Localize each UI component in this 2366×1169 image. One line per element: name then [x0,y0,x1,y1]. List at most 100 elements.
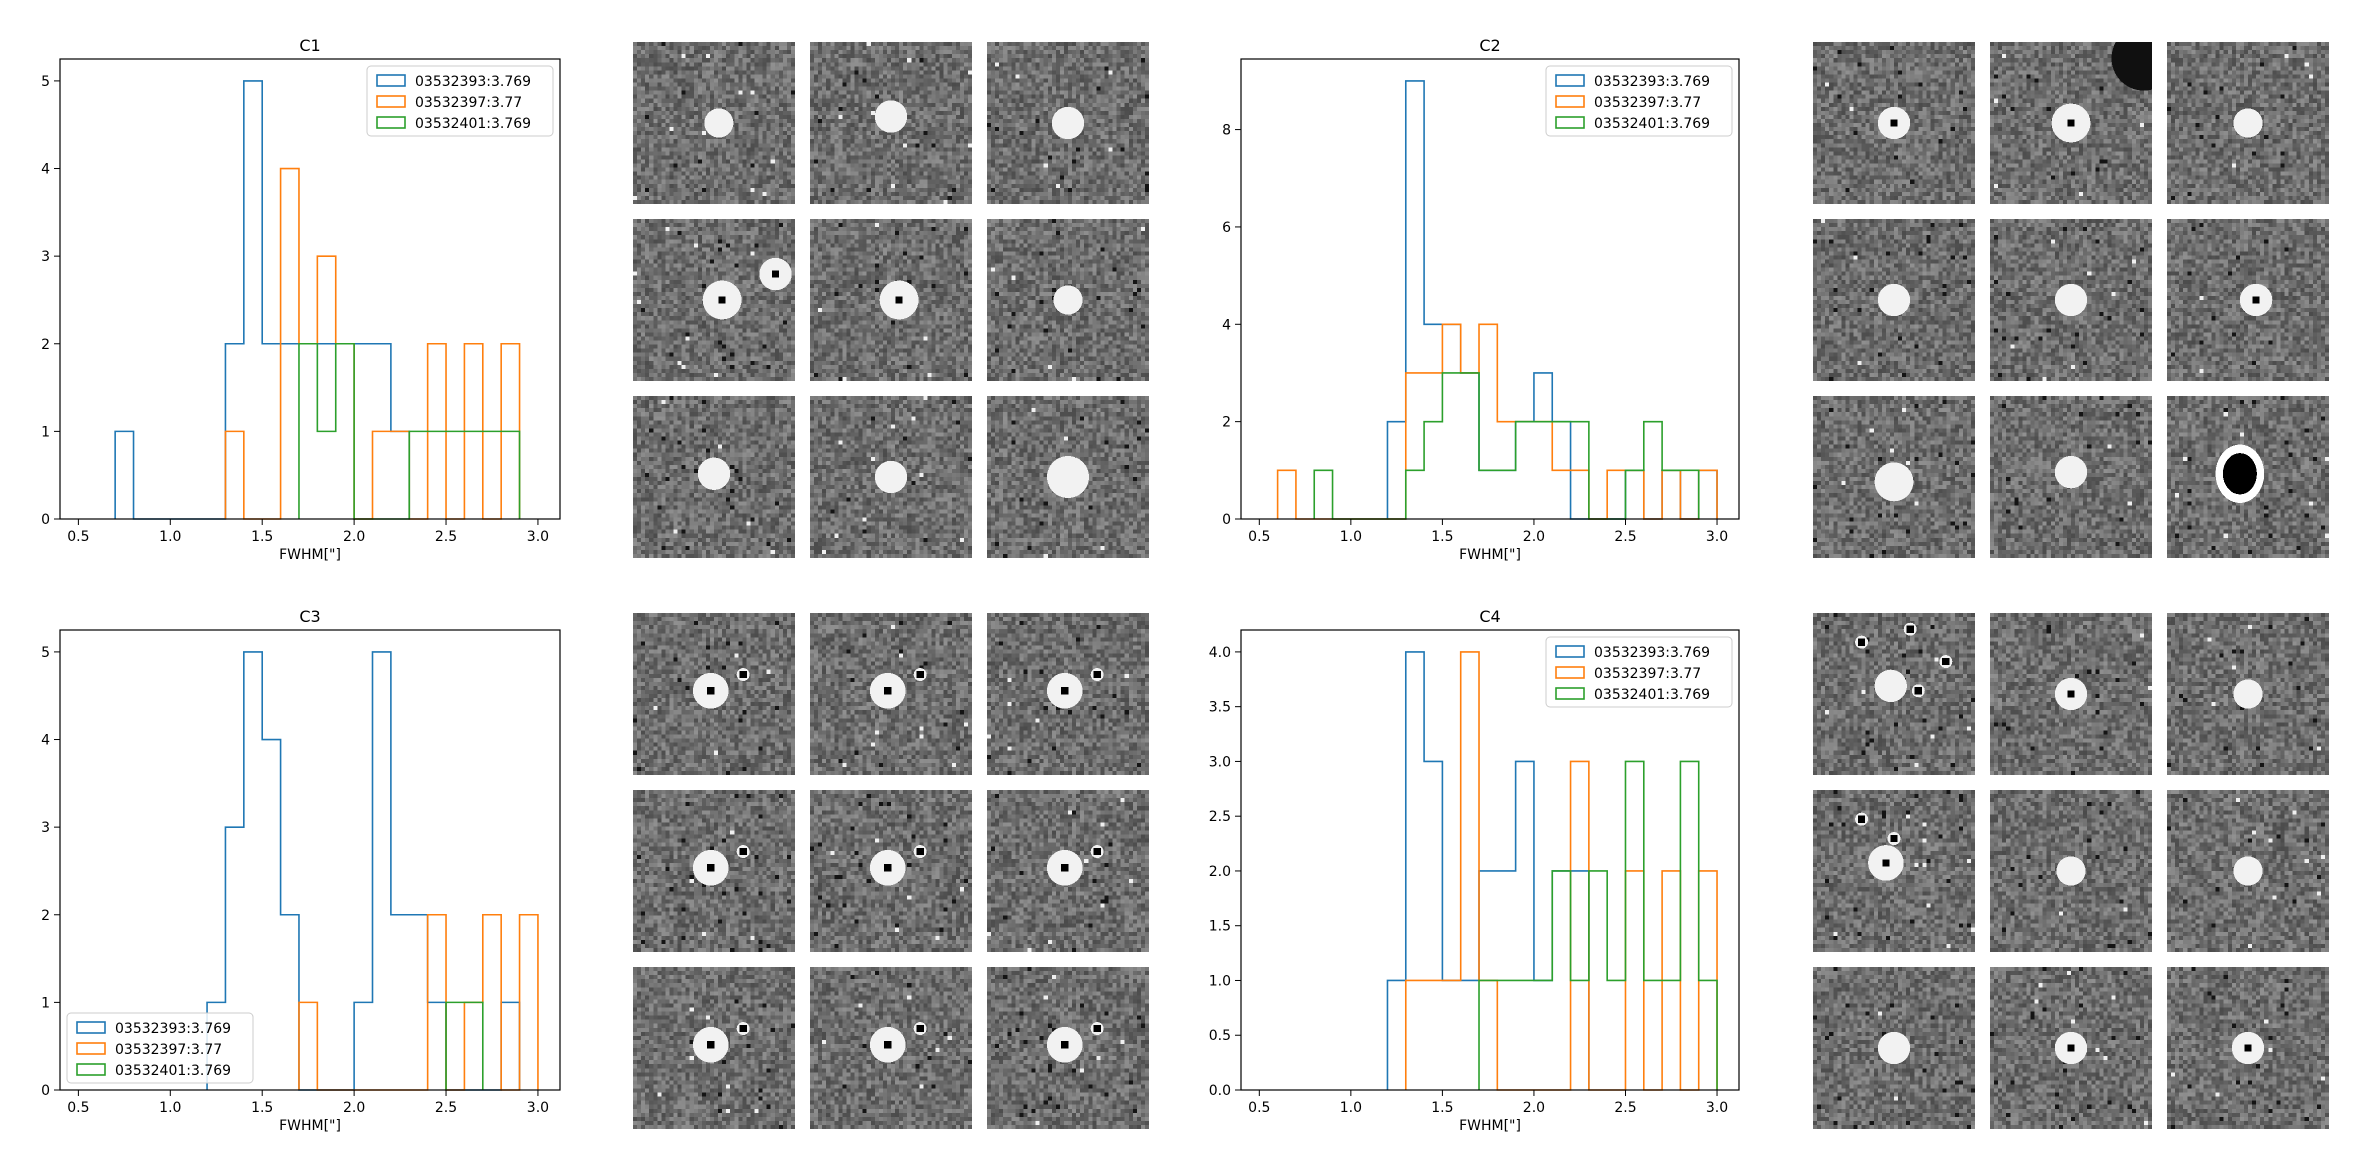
y-tick-label: 4 [1222,317,1231,333]
legend-entry: 03532401:3.769 [415,116,531,132]
x-tick-label: 0.5 [67,529,89,545]
y-tick-label: 3.0 [1209,754,1231,770]
cutout-image [2167,219,2329,381]
cutout-image [1813,613,1975,775]
cutout-image [810,790,972,952]
axes-frame [1240,58,1740,520]
axes-frame [59,629,561,1091]
x-tick-label: 1.0 [1340,529,1362,545]
cutout-image [1813,967,1975,1129]
legend-entry: 03532393:3.769 [1594,645,1710,661]
histogram-series-2 [298,913,539,1091]
y-tick-label: 5 [41,74,50,90]
legend-entry: 03532401:3.769 [115,1063,231,1079]
cutout-image [810,396,972,558]
cutout-image [633,42,795,204]
cutout-image [987,967,1149,1129]
legend-swatch [1555,95,1585,108]
cutout-image [810,613,972,775]
y-tick-label: 2.5 [1209,809,1231,825]
legend-swatch [1555,687,1585,700]
cutout-image [633,219,795,381]
histogram-series-3 [445,1001,484,1090]
thumbnail-grid-c4 [1813,613,2329,1129]
cutout-image [633,396,795,558]
legend-entry: 03532397:3.77 [1594,95,1701,111]
x-tick-label: 3.0 [1706,1100,1728,1116]
x-axis-label: FWHM["] [279,1118,341,1134]
legend-entry: 03532401:3.769 [1594,116,1710,132]
legend-frame [1545,636,1733,708]
x-tick-label: 3.0 [527,529,549,545]
legend-swatch [76,1063,106,1076]
legend-frame [366,65,554,137]
x-tick-label: 1.0 [159,1100,181,1116]
histogram-series-3 [1478,760,1718,1090]
x-tick-label: 0.5 [67,1100,89,1116]
cutout-image [987,613,1149,775]
y-tick-label: 4 [41,162,50,178]
legend-swatch [376,74,406,87]
legend-swatch [1555,666,1585,679]
cutout-image [2167,396,2329,558]
x-tick-label: 2.0 [1523,529,1545,545]
legend-entry: 03532393:3.769 [415,74,531,90]
chart-title: C1 [299,36,320,55]
y-tick-label: 1 [41,995,50,1011]
cutout-image [2167,967,2329,1129]
thumbnail-grid-c1 [633,42,1149,558]
y-tick-label: 2 [1222,415,1231,431]
legend-entry: 03532393:3.769 [1594,74,1710,90]
x-tick-label: 2.5 [435,529,457,545]
legend-swatch [76,1042,106,1055]
chart-title: C4 [1479,607,1500,626]
chart-title: C2 [1479,36,1500,55]
y-tick-label: 3 [41,249,50,265]
cutout-image [1813,396,1975,558]
axes-frame [59,58,561,520]
legend: 03532393:3.769 03532397:3.77 03532401:3.76… [1545,636,1733,708]
x-tick-label: 2.5 [1614,529,1636,545]
y-tick-label: 1.0 [1209,973,1231,989]
legend: 03532393:3.769 03532397:3.77 03532401:3.76… [66,1012,254,1084]
x-tick-label: 1.0 [159,529,181,545]
y-tick-label: 1.5 [1209,919,1231,935]
legend-swatch [1555,116,1585,129]
x-tick-label: 1.5 [1431,529,1453,545]
axes-frame [1240,629,1740,1091]
cutout-image [1990,613,2152,775]
x-tick-label: 0.5 [1248,1100,1270,1116]
y-tick-label: 8 [1222,123,1231,139]
cutout-image [633,613,795,775]
cutout-image [810,967,972,1129]
cutout-image [987,219,1149,381]
x-tick-label: 1.5 [1431,1100,1453,1116]
x-tick-label: 2.0 [343,1100,365,1116]
x-axis-label: FWHM["] [1459,547,1521,563]
cutout-image [633,967,795,1129]
legend-entry: 03532397:3.77 [115,1042,222,1058]
thumbnail-grid-c2 [1813,42,2329,558]
y-tick-label: 0 [41,1083,50,1099]
x-tick-label: 3.0 [1706,529,1728,545]
legend-frame [66,1012,254,1084]
y-tick-label: 1 [41,424,50,440]
cutout-image [987,790,1149,952]
cutout-image [810,42,972,204]
cutout-image [1813,219,1975,381]
cutout-image [987,42,1149,204]
cutout-image [1813,42,1975,204]
y-tick-label: 2 [41,337,50,353]
y-tick-label: 0 [41,512,50,528]
legend-swatch [376,116,406,129]
y-tick-label: 4 [41,733,50,749]
x-tick-label: 2.0 [1523,1100,1545,1116]
cutout-image [1990,790,2152,952]
y-tick-label: 6 [1222,220,1231,236]
legend-swatch [76,1021,106,1034]
x-axis-label: FWHM["] [1459,1118,1521,1134]
